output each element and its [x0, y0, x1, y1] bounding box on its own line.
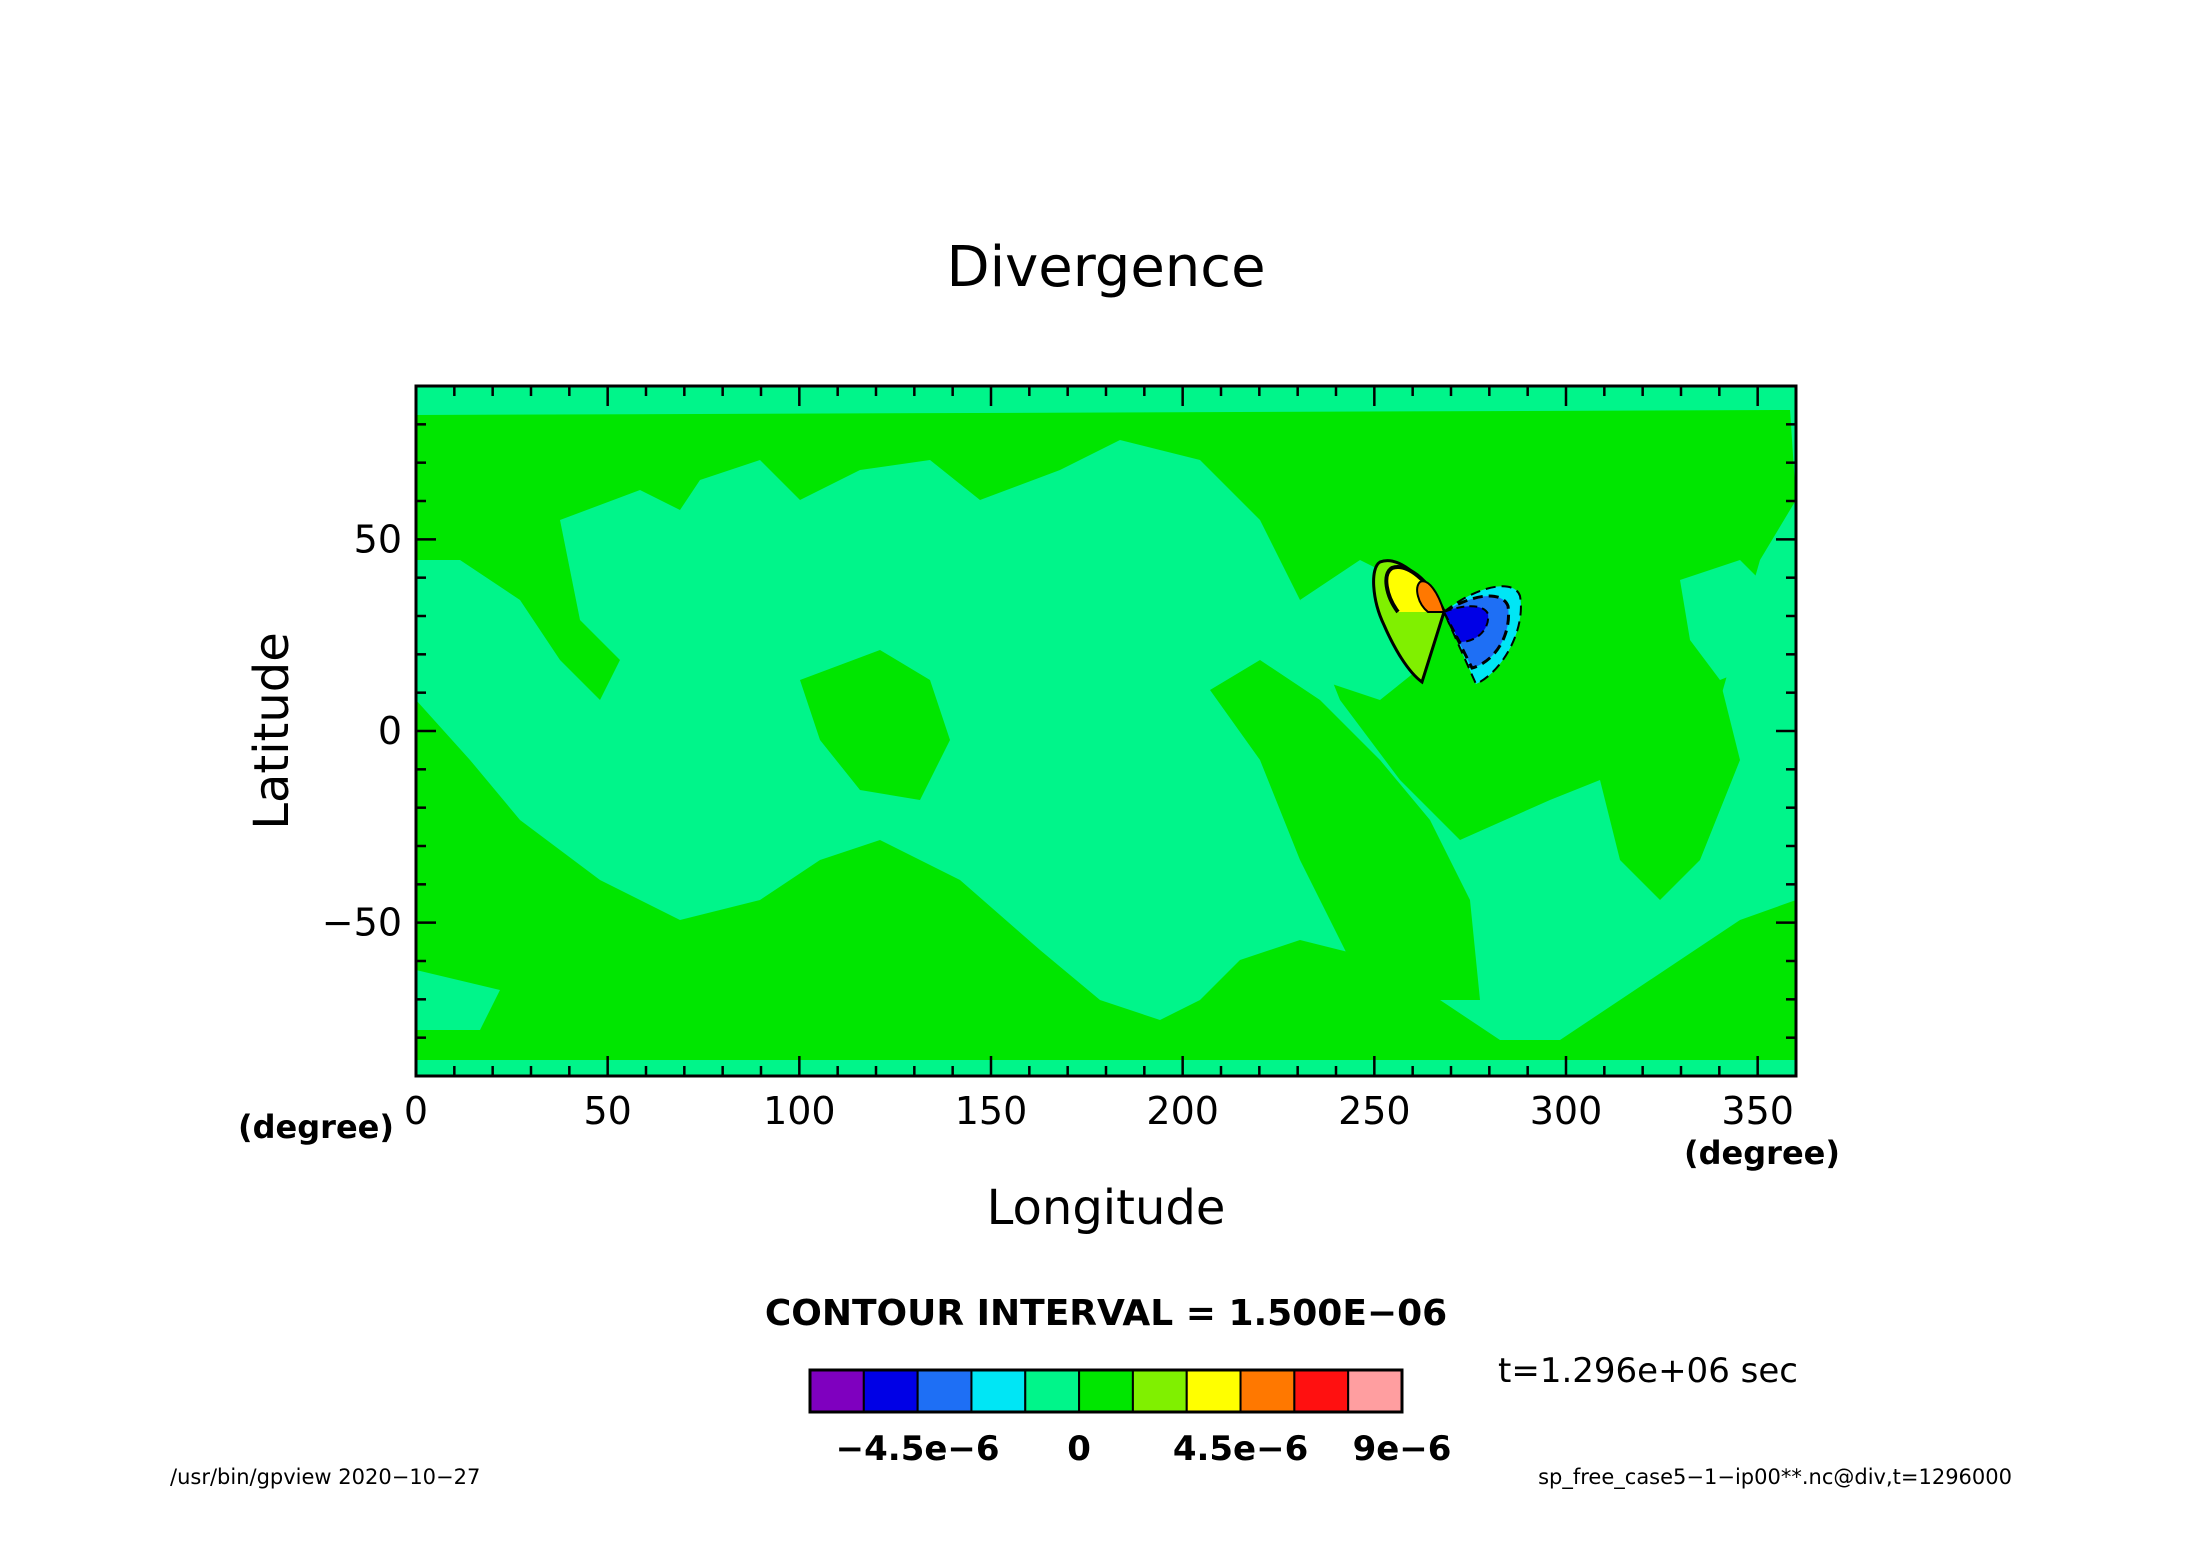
x-axis-unit: (degree) [1684, 1134, 1840, 1172]
chart-title: Divergence [946, 235, 1265, 300]
y-tick-label: 50 [354, 517, 402, 561]
field-aqua-islands [416, 490, 1780, 1030]
x-axis: 0 50 100 150 200 250 300 350 [404, 386, 1798, 1133]
colorbar-swatch [1293, 1369, 1350, 1413]
colorbar-swatch [862, 1369, 919, 1413]
colorbar-swatch [1024, 1369, 1081, 1413]
footer-program: /usr/bin/gpview 2020−10−27 [170, 1465, 480, 1489]
y-tick-label: 0 [378, 709, 402, 753]
x-tick-label: 150 [955, 1089, 1028, 1133]
colorbar-frame [808, 1368, 1404, 1414]
y-axis: −50 0 50 [322, 423, 1796, 1039]
field-green-regions [416, 410, 1796, 1060]
colorbar [808, 1368, 1404, 1414]
colorbar-swatch [1185, 1369, 1242, 1413]
colorbar-tick-label: 0 [1067, 1429, 1091, 1469]
y-tick-label: −50 [322, 901, 402, 945]
colorbar-swatch [1078, 1369, 1134, 1413]
y-axis-title: Latitude [244, 632, 300, 830]
footer-source: sp_free_case5−1−ip00**.nc@div,t=1296000 [1538, 1465, 2012, 1490]
y-axis-unit: (degree) [238, 1108, 394, 1146]
colorbar-swatch [916, 1369, 973, 1413]
x-tick-label: 100 [763, 1089, 836, 1133]
positive-anomaly [1372, 559, 1446, 685]
colorbar-swatch [1347, 1369, 1403, 1413]
contour-interval-label: CONTOUR INTERVAL = 1.500E−06 [765, 1293, 1447, 1334]
colorbar-swatch [970, 1369, 1027, 1413]
colorbar-tick-label: 4.5e−6 [1173, 1429, 1308, 1469]
plot-area [416, 386, 1796, 1076]
negative-anomaly [1442, 585, 1522, 686]
x-tick-label: 350 [1721, 1089, 1794, 1133]
x-tick-label: 300 [1530, 1089, 1603, 1133]
x-tick-label: 200 [1146, 1089, 1219, 1133]
x-tick-label: 0 [404, 1089, 428, 1133]
x-tick-label: 50 [583, 1089, 631, 1133]
colorbar-swatch [809, 1369, 865, 1413]
time-label: t=1.296e+06 sec [1498, 1351, 1798, 1391]
colorbar-swatch [1239, 1369, 1296, 1413]
colorbar-tick-label: −4.5e−6 [836, 1429, 1000, 1469]
colorbar-swatch [1131, 1369, 1188, 1413]
colorbar-tick-label: 9e−6 [1353, 1429, 1452, 1469]
x-tick-label: 250 [1338, 1089, 1411, 1133]
colorbar-tick-labels: −4.5e−6 0 4.5e−6 9e−6 [836, 1429, 1452, 1469]
x-axis-title: Longitude [987, 1180, 1226, 1236]
